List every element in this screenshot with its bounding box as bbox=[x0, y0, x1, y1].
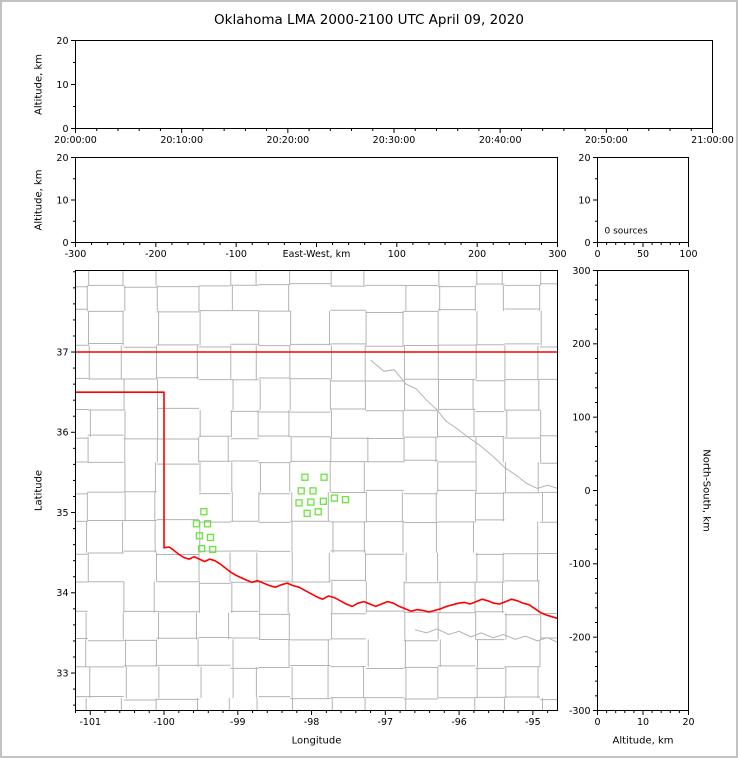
station-marker bbox=[341, 496, 350, 504]
svg-text:10: 10 bbox=[56, 195, 68, 206]
svg-text:Altitude, km: Altitude, km bbox=[34, 54, 45, 115]
svg-text:100: 100 bbox=[572, 412, 590, 423]
station-marker bbox=[320, 473, 328, 481]
svg-text:-200: -200 bbox=[145, 249, 167, 260]
svg-text:200: 200 bbox=[468, 249, 486, 260]
svg-text:20: 20 bbox=[578, 153, 590, 164]
labels-ns-height: 0 10 20 -300 -200 -100 0 100 200 300 Altitude, km N… bbox=[569, 266, 712, 747]
svg-text:300: 300 bbox=[572, 266, 590, 277]
labels-ew-height: -300 -200 -100 100 200 300 0 10 20 East-West, km A… bbox=[34, 153, 567, 260]
svg-text:-101: -101 bbox=[79, 717, 101, 728]
svg-text:Altitude, km: Altitude, km bbox=[613, 736, 674, 747]
svg-text:36: 36 bbox=[56, 428, 68, 439]
plot-frame-map bbox=[75, 270, 558, 711]
ticks-ew-height bbox=[71, 157, 558, 247]
station-marker bbox=[297, 487, 305, 495]
svg-text:100: 100 bbox=[679, 249, 697, 260]
plot-frame-time-height bbox=[75, 40, 713, 129]
station-marker bbox=[301, 473, 309, 481]
svg-text:34: 34 bbox=[56, 588, 68, 599]
svg-text:21:00:00: 21:00:00 bbox=[691, 135, 734, 146]
svg-text:-300: -300 bbox=[569, 706, 591, 717]
svg-text:Longitude: Longitude bbox=[292, 736, 342, 747]
svg-text:-100: -100 bbox=[225, 249, 247, 260]
svg-text:33: 33 bbox=[56, 668, 68, 679]
ticks-map bbox=[71, 271, 549, 715]
svg-text:300: 300 bbox=[548, 249, 566, 260]
svg-text:10: 10 bbox=[637, 717, 649, 728]
svg-text:20: 20 bbox=[682, 717, 694, 728]
svg-text:-100: -100 bbox=[153, 717, 175, 728]
figure-title: Oklahoma LMA 2000-2100 UTC April 09, 202… bbox=[214, 12, 524, 28]
station-marker bbox=[314, 508, 322, 516]
station-marker bbox=[319, 497, 328, 505]
panel-time-height: 20:00:00 20:10:00 20:20:00 20:30:00 20:40:00… bbox=[34, 36, 734, 146]
svg-text:0: 0 bbox=[62, 124, 68, 135]
station-marker bbox=[209, 545, 217, 554]
svg-text:-97: -97 bbox=[378, 717, 394, 728]
panel-alt-histogram: 0 50 100 0 10 20 0 sources bbox=[578, 153, 697, 260]
svg-text:-300: -300 bbox=[65, 249, 87, 260]
station-marker bbox=[200, 508, 208, 516]
svg-text:10: 10 bbox=[56, 80, 68, 91]
svg-text:50: 50 bbox=[637, 249, 649, 260]
station-marker bbox=[192, 520, 201, 528]
svg-text:-99: -99 bbox=[230, 717, 246, 728]
map-rivers bbox=[370, 359, 558, 643]
plot-frame-ns-height bbox=[597, 270, 689, 711]
panel-map: -101 -100 -99 -98 -97 -96 -95 33 34 35 36 37 Longitu… bbox=[34, 270, 558, 747]
station-marker bbox=[303, 509, 311, 517]
station-marker bbox=[197, 544, 206, 553]
svg-text:20:40:00: 20:40:00 bbox=[479, 135, 522, 146]
svg-text:-100: -100 bbox=[569, 559, 591, 570]
svg-text:0: 0 bbox=[584, 486, 590, 497]
svg-text:0: 0 bbox=[594, 717, 600, 728]
svg-text:200: 200 bbox=[572, 339, 590, 350]
svg-text:Altitude, km: Altitude, km bbox=[34, 170, 45, 231]
svg-text:-98: -98 bbox=[304, 717, 320, 728]
svg-text:0 sources: 0 sources bbox=[605, 227, 648, 237]
panel-ew-height: -300 -200 -100 100 200 300 0 10 20 East-West, km A… bbox=[34, 153, 567, 260]
svg-text:35: 35 bbox=[56, 508, 68, 519]
map-county-lines bbox=[75, 270, 558, 711]
svg-text:20:50:00: 20:50:00 bbox=[585, 135, 628, 146]
labels-map: -101 -100 -99 -98 -97 -96 -95 33 34 35 36 37 Longitu… bbox=[34, 347, 541, 746]
svg-text:East-West, km: East-West, km bbox=[283, 249, 351, 260]
labels-alt-histogram: 0 50 100 0 10 20 0 sources bbox=[578, 153, 697, 260]
svg-text:37: 37 bbox=[56, 347, 68, 358]
svg-text:-200: -200 bbox=[569, 632, 591, 643]
svg-text:0: 0 bbox=[594, 249, 600, 260]
labels-time-height: 20:00:00 20:10:00 20:20:00 20:30:00 20:40:00… bbox=[34, 36, 734, 146]
station-marker bbox=[295, 499, 303, 507]
svg-text:20:00:00: 20:00:00 bbox=[54, 135, 97, 146]
svg-text:-96: -96 bbox=[451, 717, 467, 728]
svg-text:20: 20 bbox=[56, 153, 68, 164]
svg-text:20:10:00: 20:10:00 bbox=[160, 135, 203, 146]
ticks-alt-histogram bbox=[593, 157, 689, 247]
svg-text:0: 0 bbox=[62, 238, 68, 249]
station-marker bbox=[203, 520, 212, 528]
station-marker bbox=[195, 532, 204, 540]
ticks-ns-height bbox=[593, 270, 689, 715]
svg-text:20:30:00: 20:30:00 bbox=[373, 135, 416, 146]
svg-text:20: 20 bbox=[56, 36, 68, 47]
panel-ns-height: 0 10 20 -300 -200 -100 0 100 200 300 Altitude, km N… bbox=[569, 266, 712, 747]
station-marker bbox=[309, 487, 317, 495]
svg-text:20:20:00: 20:20:00 bbox=[266, 135, 309, 146]
svg-text:North-South, km: North-South, km bbox=[701, 449, 712, 532]
station-marker bbox=[307, 498, 315, 506]
svg-text:10: 10 bbox=[578, 195, 590, 206]
map-lma-stations bbox=[192, 473, 350, 554]
plot-frame-ew-height bbox=[75, 157, 558, 243]
svg-text:0: 0 bbox=[584, 238, 590, 249]
map-state-border bbox=[75, 351, 558, 620]
station-marker bbox=[330, 494, 339, 502]
svg-text:Latitude: Latitude bbox=[34, 470, 45, 511]
station-marker bbox=[206, 533, 215, 542]
svg-text:100: 100 bbox=[388, 249, 406, 260]
svg-text:-95: -95 bbox=[525, 717, 541, 728]
ticks-time-height bbox=[71, 40, 713, 133]
